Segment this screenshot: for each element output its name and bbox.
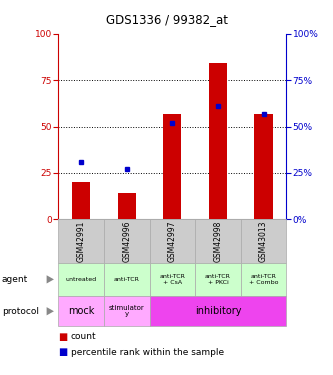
Text: stimulator
y: stimulator y bbox=[109, 305, 145, 317]
Text: anti-TCR
+ CsA: anti-TCR + CsA bbox=[160, 274, 185, 285]
Bar bbox=[209, 63, 227, 219]
Text: GSM42998: GSM42998 bbox=[213, 220, 222, 262]
Bar bbox=[118, 194, 136, 219]
Text: agent: agent bbox=[2, 275, 28, 284]
Text: untreated: untreated bbox=[66, 277, 97, 282]
Text: GSM42991: GSM42991 bbox=[77, 220, 86, 262]
Bar bbox=[163, 114, 181, 219]
Text: count: count bbox=[71, 332, 97, 341]
Text: GSM42996: GSM42996 bbox=[122, 220, 131, 262]
Text: percentile rank within the sample: percentile rank within the sample bbox=[71, 348, 224, 357]
Text: anti-TCR
+ PKCi: anti-TCR + PKCi bbox=[205, 274, 231, 285]
Text: inhibitory: inhibitory bbox=[195, 306, 241, 316]
Text: GSM42997: GSM42997 bbox=[168, 220, 177, 262]
Bar bbox=[72, 182, 90, 219]
Text: GDS1336 / 99382_at: GDS1336 / 99382_at bbox=[106, 13, 227, 26]
Text: ■: ■ bbox=[58, 348, 68, 357]
Text: anti-TCR
+ Combo: anti-TCR + Combo bbox=[249, 274, 278, 285]
Bar bbox=[254, 114, 273, 219]
Text: anti-TCR: anti-TCR bbox=[114, 277, 140, 282]
Text: mock: mock bbox=[68, 306, 94, 316]
Text: protocol: protocol bbox=[2, 307, 39, 316]
Text: ■: ■ bbox=[58, 332, 68, 342]
Text: GSM43013: GSM43013 bbox=[259, 220, 268, 262]
